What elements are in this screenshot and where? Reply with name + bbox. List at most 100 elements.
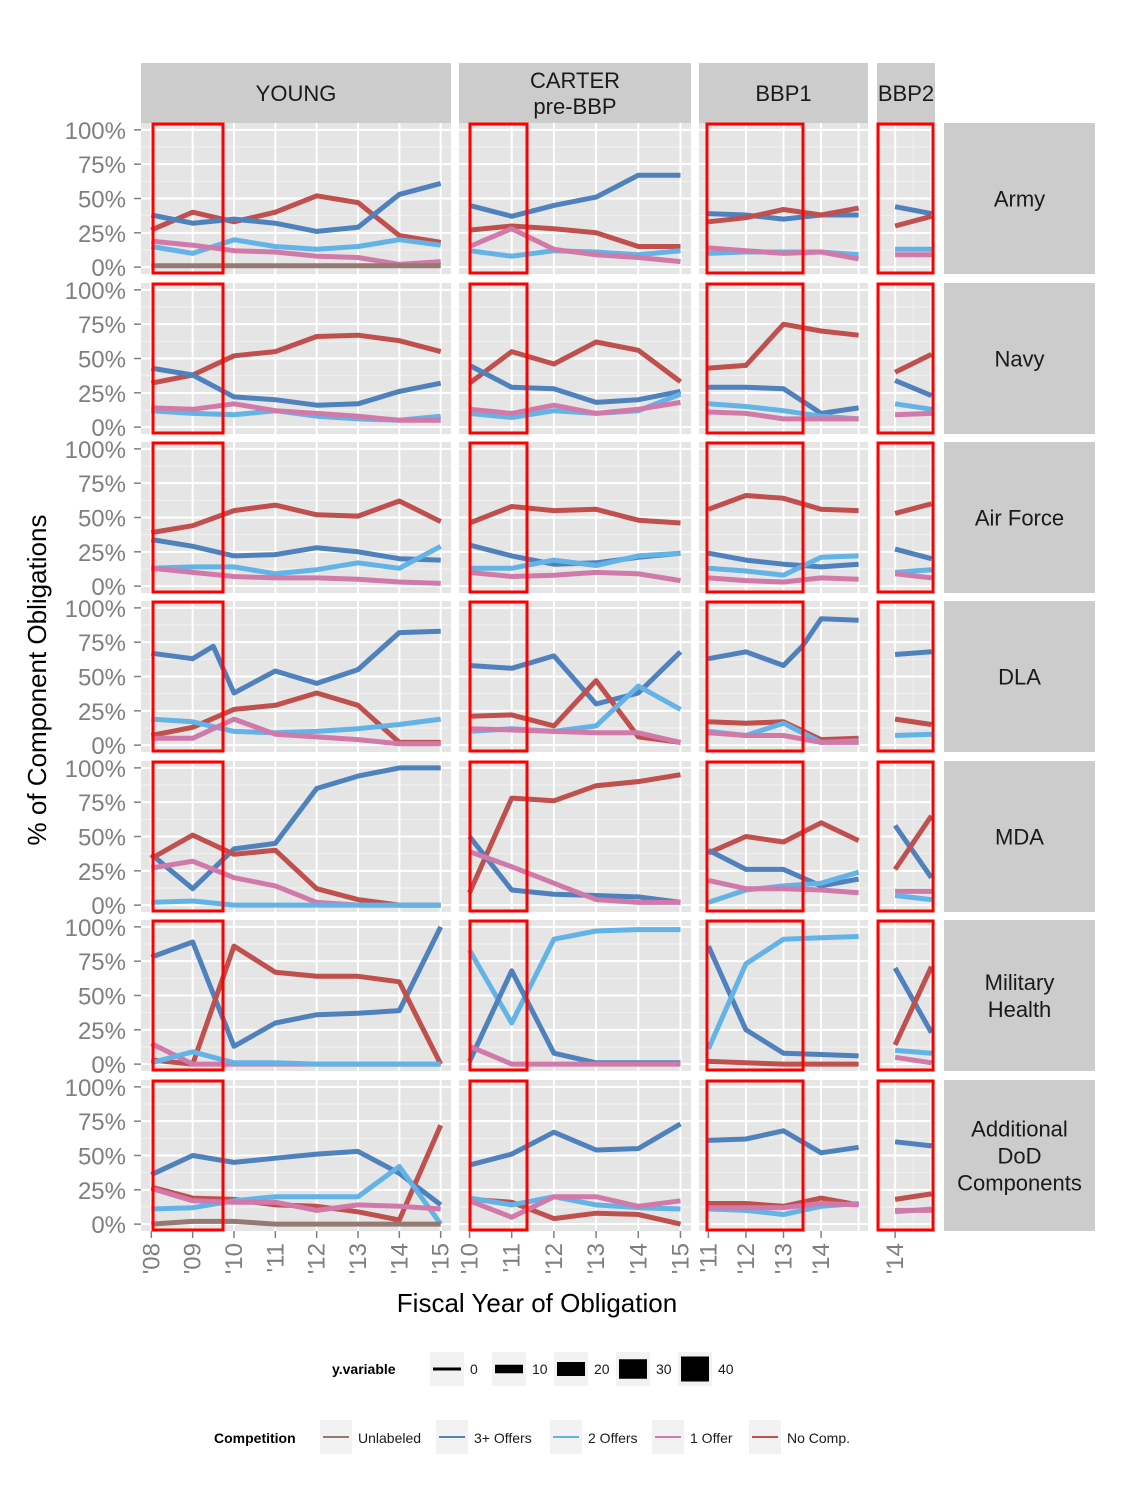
color-legend-title: Competition (214, 1430, 296, 1446)
size-legend-label: 40 (718, 1361, 734, 1377)
panel-lines (467, 772, 681, 905)
series-line-3-offers (894, 1139, 932, 1149)
y-tick-label: 0% (91, 255, 126, 282)
y-tick-label: 0% (91, 574, 126, 601)
series-line-1-offer (468, 1043, 681, 1067)
row-strip (944, 123, 1095, 274)
row-strip-label: MDA (995, 825, 1044, 850)
series-line-2-offers (469, 1194, 681, 1212)
series-line-no-comp (469, 223, 681, 249)
series-line-1-offer (708, 409, 859, 422)
panel-lines (894, 1139, 932, 1215)
x-tick-label: '12 (541, 1243, 568, 1274)
row-strip-label: Health (988, 997, 1052, 1022)
x-tick-label: '10 (221, 1243, 248, 1274)
color-legend-label: 2 Offers (588, 1430, 638, 1446)
x-tick-label: '11 (262, 1243, 289, 1273)
series-line-2-offers (150, 237, 442, 256)
series-line-no-comp (150, 193, 442, 245)
facet-panel (141, 760, 451, 913)
series-line-1-offer (894, 571, 932, 581)
y-axis-ticks: 0%25%50%75%100%0%25%50%75%100%0%25%50%75… (65, 118, 141, 1239)
series-line-1-offer (151, 565, 441, 586)
highlight-box (468, 600, 529, 753)
y-tick-label: 25% (78, 699, 126, 726)
highlight-box (468, 122, 529, 275)
y-tick-label: 100% (65, 756, 126, 783)
x-axis-ticks: '08'09'10'11'12'13'14'15'10'11'12'13'14 '… (138, 1231, 909, 1274)
row-strip (944, 920, 1095, 1071)
panel-lines (467, 927, 681, 1067)
series-line-1-offer (708, 245, 860, 262)
series-line-no-comp (894, 716, 932, 727)
series-line-1-offer (469, 399, 681, 416)
panel-lines (708, 321, 859, 422)
panel-lines (707, 616, 859, 745)
y-axis-title: % of Component Obligations (22, 515, 52, 846)
facet-panel (459, 282, 691, 435)
y-tick-label: 50% (78, 506, 126, 533)
series-line-no-comp (468, 339, 682, 386)
panel-lines (894, 204, 933, 258)
series-line-1-offer (707, 877, 859, 896)
highlight-box (705, 600, 805, 753)
size-legend-label: 10 (532, 1361, 548, 1377)
series-line-no-comp (894, 501, 933, 516)
panel-lines (706, 934, 859, 1067)
series-line-no-comp (893, 814, 934, 871)
series-line-2-offers (469, 550, 681, 571)
highlight-box (705, 1079, 805, 1232)
series-line-3-offers (150, 628, 441, 696)
panel-lines (708, 205, 860, 262)
facet-panel (699, 919, 868, 1072)
series-line-1-offer (151, 238, 441, 267)
series-line-no-comp (469, 678, 681, 745)
x-tick-label: '09 (180, 1243, 207, 1274)
series-line-2-offers (894, 893, 932, 903)
highlight-box (876, 122, 935, 275)
highlight-box (468, 919, 529, 1072)
y-tick-label: 75% (78, 630, 126, 657)
facet-panel (141, 122, 451, 275)
series-line-2-offers (895, 731, 932, 738)
highlight-box (705, 441, 805, 594)
series-line-3-offers (150, 365, 442, 408)
series-line-no-comp (894, 213, 933, 229)
highlight-box (876, 919, 935, 1072)
highlight-box (151, 282, 225, 435)
y-tick-label: 100% (65, 278, 126, 305)
facet-panel (699, 1079, 868, 1232)
row-strip-label: Military (985, 970, 1055, 995)
panel-lines (708, 1128, 860, 1217)
panel-lines (150, 332, 442, 423)
size-legend-label: 30 (656, 1361, 672, 1377)
x-tick-label: '14 (808, 1243, 835, 1274)
x-tick-label: '14 (625, 1243, 652, 1274)
y-tick-label: 75% (78, 1109, 126, 1136)
facet-panel (876, 441, 935, 594)
x-tick-label: '08 (138, 1243, 165, 1274)
row-strip-label: Army (994, 187, 1045, 212)
panel-lines (150, 1124, 443, 1227)
x-tick-label: '14 (386, 1243, 413, 1274)
series-line-3-offers (468, 172, 681, 219)
column-strip-label: pre-BBP (533, 94, 616, 119)
x-tick-label: '10 (457, 1243, 484, 1274)
x-tick-label: '13 (345, 1243, 372, 1274)
series-line-no-comp (467, 772, 681, 894)
series-line-3-offers (707, 847, 860, 889)
x-tick-label: '13 (583, 1243, 610, 1274)
series-line-2-offers (894, 401, 932, 412)
size-legend: y.variable 0 10 20 30 40 (332, 1352, 734, 1386)
series-line-no-comp (707, 820, 860, 856)
series-line-1-offer (708, 575, 859, 585)
facet-panel (699, 600, 868, 753)
panel-lines (707, 820, 860, 905)
highlight-box (468, 441, 529, 594)
y-tick-label: 100% (65, 915, 126, 942)
row-strip-label: DoD (997, 1144, 1041, 1169)
series-line-no-comp (707, 493, 859, 514)
highlight-box (151, 1079, 225, 1232)
series-line-2-offers (151, 1164, 443, 1226)
series-line-no-comp (468, 504, 681, 526)
